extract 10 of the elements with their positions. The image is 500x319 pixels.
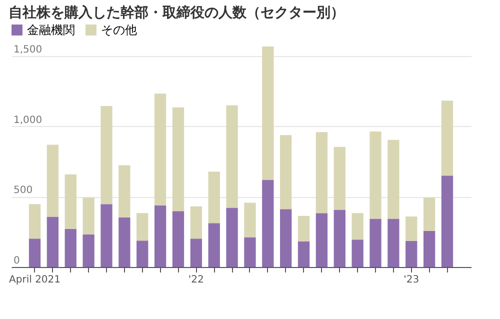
y-tick-label: 1,500 [14,44,42,56]
legend-label: 金融機関 [27,23,75,37]
x-tick-label: '23 [404,274,420,286]
legend-label: その他 [101,23,137,37]
y-tick-label: 1,000 [14,114,42,126]
y-tick-label: 500 [14,185,33,196]
y-tick-label: 0 [14,256,20,266]
x-tick-label: April 2021 [9,274,61,286]
chart-title: 自社株を購入した幹部・取締役の人数（セクター別） [8,4,345,21]
x-tick-label: '22 [188,274,204,286]
